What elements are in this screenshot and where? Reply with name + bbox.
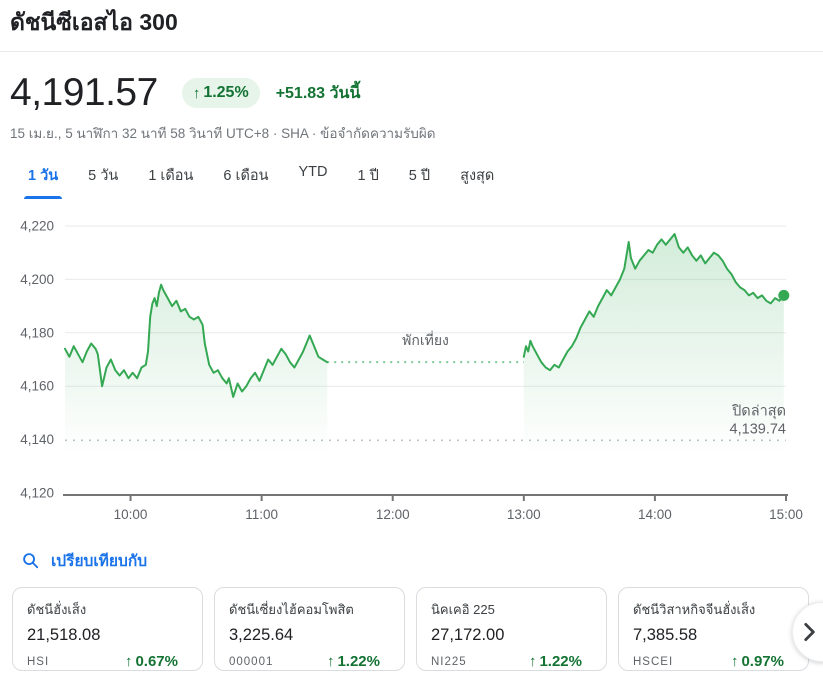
index-value: 27,172.00 bbox=[431, 626, 505, 644]
y-tick-label: 4,160 bbox=[20, 379, 54, 394]
current-price: 4,191.57 bbox=[10, 71, 158, 114]
up-arrow-icon: ↑ bbox=[124, 653, 133, 670]
previous-close-value: 4,139.74 bbox=[730, 421, 786, 437]
up-arrow-icon: ↑ bbox=[192, 84, 201, 102]
x-tick-label: 15:00 bbox=[769, 507, 803, 522]
index-change: ↑ 0.97% bbox=[731, 653, 784, 670]
y-tick-label: 4,180 bbox=[20, 325, 54, 340]
x-tick-label: 10:00 bbox=[114, 507, 148, 522]
index-name: ดัชนีวิสาหกิจจีนฮั่งเส็ง bbox=[633, 602, 756, 617]
compare-cards: ดัชนีฮั่งเส็ง 21,518.08 HSI ↑ 0.67% ดัชนี… bbox=[12, 587, 809, 671]
index-change-percent: 1.22% bbox=[337, 653, 380, 670]
change-percent: 1.25% bbox=[203, 84, 249, 101]
price-chart[interactable]: 10:00 11:00 12:00 13:00 14:00 15:00 4,220 4,200… bbox=[0, 211, 823, 533]
time-range-tabs: 1 วัน 5 วัน 1 เดือน 6 เดือน YTD 1 ปี 5 ป… bbox=[23, 160, 524, 199]
tab-1-year[interactable]: 1 ปี bbox=[357, 168, 379, 184]
tab-1-day[interactable]: 1 วัน bbox=[23, 160, 63, 199]
index-change-percent: 0.97% bbox=[741, 653, 784, 670]
chart-fill-morning bbox=[65, 284, 328, 457]
y-tick-label: 4,220 bbox=[20, 219, 54, 234]
up-arrow-icon: ↑ bbox=[528, 653, 537, 670]
compare-card-000001[interactable]: ดัชนีเซี่ยงไฮ้คอมโพสิต 3,225.64 000001 ↑… bbox=[214, 587, 405, 671]
compare-with-label[interactable]: เปรียบเทียบกับ bbox=[51, 553, 148, 570]
index-name: นิคเคอิ 225 bbox=[431, 602, 495, 617]
last-price-dot bbox=[778, 289, 790, 301]
page-title: ดัชนีซีเอสไอ 300 bbox=[10, 9, 178, 35]
y-tick-label: 4,200 bbox=[20, 272, 54, 287]
chart-line-afternoon bbox=[522, 233, 785, 372]
index-name: ดัชนีฮั่งเส็ง bbox=[27, 602, 87, 617]
tab-5-year[interactable]: 5 ปี bbox=[408, 168, 431, 184]
index-symbol: HSI bbox=[27, 655, 50, 668]
tab-1-month[interactable]: 1 เดือน bbox=[148, 168, 194, 184]
index-value: 3,225.64 bbox=[229, 626, 294, 644]
tab-ytd[interactable]: YTD bbox=[298, 164, 328, 180]
index-symbol: 000001 bbox=[229, 655, 274, 668]
x-tick-label: 12:00 bbox=[376, 507, 410, 522]
divider bbox=[0, 51, 823, 52]
up-arrow-icon: ↑ bbox=[326, 653, 335, 670]
chevron-right-icon bbox=[804, 623, 815, 641]
y-tick-label: 4,140 bbox=[20, 432, 54, 447]
index-value: 21,518.08 bbox=[27, 626, 101, 644]
chart-line-morning bbox=[64, 283, 329, 398]
quote-timestamp: 15 เม.ย., 5 นาฬิกา 32 นาที 58 วินาที UTC… bbox=[10, 126, 436, 141]
compare-with-header[interactable]: เปรียบเทียบกับ bbox=[22, 548, 147, 573]
chart-fill-afternoon bbox=[523, 234, 784, 457]
tab-5-day[interactable]: 5 วัน bbox=[88, 168, 119, 184]
y-tick-label: 4,120 bbox=[20, 486, 54, 501]
index-change: ↑ 1.22% bbox=[529, 653, 582, 670]
x-tick-label: 11:00 bbox=[245, 507, 278, 522]
lunch-break-label: พักเที่ยง bbox=[402, 331, 449, 348]
tab-6-month[interactable]: 6 เดือน bbox=[223, 168, 269, 184]
previous-close-label: ปิดล่าสุด bbox=[732, 403, 786, 419]
index-change-percent: 0.67% bbox=[135, 653, 178, 670]
compare-card-ni225[interactable]: นิคเคอิ 225 27,172.00 NI225 ↑ 1.22% bbox=[416, 587, 607, 671]
index-value: 7,385.58 bbox=[633, 626, 698, 644]
index-change-percent: 1.22% bbox=[539, 653, 582, 670]
index-name: ดัชนีเซี่ยงไฮ้คอมโพสิต bbox=[229, 602, 354, 617]
x-tick-label: 14:00 bbox=[638, 507, 672, 522]
price-row: 4,191.57 ↑ 1.25% +51.83 วันนี้ bbox=[10, 68, 360, 118]
index-symbol: NI225 bbox=[431, 655, 467, 668]
index-change: ↑ 0.67% bbox=[125, 653, 178, 670]
index-symbol: HSCEI bbox=[633, 655, 674, 668]
compare-card-hsi[interactable]: ดัชนีฮั่งเส็ง 21,518.08 HSI ↑ 0.67% bbox=[12, 587, 203, 671]
x-tick-label: 13:00 bbox=[507, 507, 541, 522]
compare-card-hscei[interactable]: ดัชนีวิสาหกิจจีนฮั่งเส็ง 7,385.58 HSCEI … bbox=[618, 587, 809, 671]
tab-max[interactable]: สูงสุด bbox=[460, 168, 495, 184]
change-amount-today: +51.83 วันนี้ bbox=[275, 84, 361, 102]
change-percent-badge: ↑ 1.25% bbox=[181, 78, 260, 108]
index-change: ↑ 1.22% bbox=[327, 653, 380, 670]
search-icon bbox=[23, 553, 39, 569]
up-arrow-icon: ↑ bbox=[730, 653, 739, 670]
